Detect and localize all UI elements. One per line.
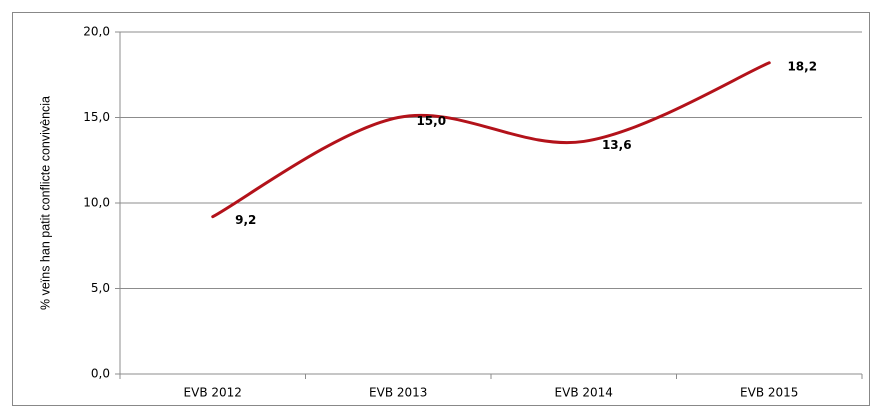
x-tick-label: EVB 2012 (184, 386, 242, 400)
data-label: 13,6 (602, 138, 632, 152)
y-tick-label: 5,0 (91, 281, 110, 295)
x-tick-label: EVB 2013 (369, 386, 427, 400)
chart-border (12, 12, 870, 406)
y-tick-label: 10,0 (83, 196, 110, 210)
data-label: 15,0 (416, 114, 446, 128)
y-tick-label: 0,0 (91, 367, 110, 381)
x-tick-label: EVB 2014 (555, 386, 613, 400)
y-tick-label: 20,0 (83, 25, 110, 39)
x-tick-label: EVB 2015 (740, 386, 798, 400)
data-label: 9,2 (235, 213, 256, 227)
y-tick-label: 15,0 (83, 110, 110, 124)
data-label: 18,2 (787, 59, 817, 73)
y-axis-title: % veïns han patit conflicte convivència (38, 96, 52, 310)
data-line (211, 61, 771, 219)
